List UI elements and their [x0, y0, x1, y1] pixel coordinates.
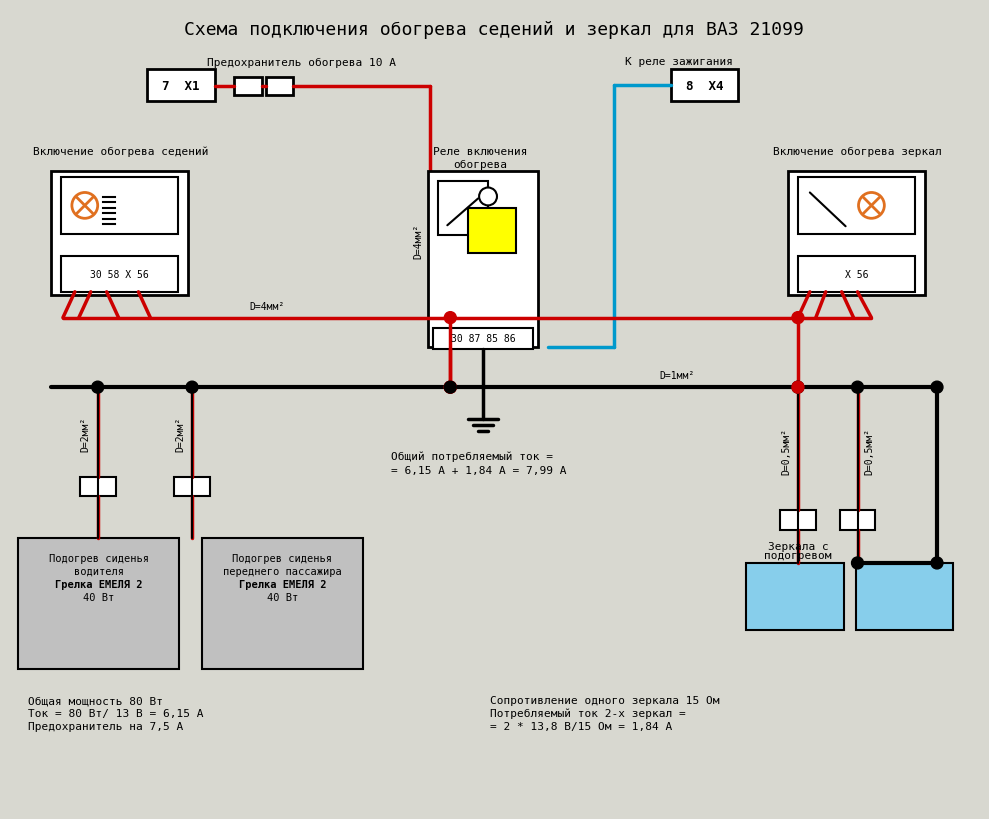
Bar: [468, 209, 516, 254]
Circle shape: [792, 382, 804, 394]
Circle shape: [444, 382, 456, 394]
Bar: [61, 256, 178, 292]
Bar: [747, 563, 844, 631]
Circle shape: [931, 382, 943, 394]
Text: Потребляемый ток 2-х зеркал =: Потребляемый ток 2-х зеркал =: [490, 708, 685, 718]
Text: 30 58 X 56: 30 58 X 56: [90, 269, 149, 279]
Bar: [798, 178, 915, 235]
Text: водителя: водителя: [74, 566, 124, 577]
Circle shape: [792, 312, 804, 324]
Circle shape: [479, 188, 497, 206]
Text: D=4мм²: D=4мм²: [249, 301, 285, 311]
Text: 30 87 85 86: 30 87 85 86: [451, 334, 515, 344]
Text: Общий потребляемый ток =: Общий потребляемый ток =: [391, 451, 553, 462]
Circle shape: [444, 382, 456, 394]
Bar: [266, 78, 294, 96]
Text: Грелка ЕМЕЛЯ 2: Грелка ЕМЕЛЯ 2: [238, 579, 326, 589]
Text: Схема подключения обогрева седений и зеркал для ВАЗ 21099: Схема подключения обогрева седений и зер…: [184, 20, 804, 38]
Circle shape: [852, 557, 863, 569]
Bar: [438, 181, 488, 236]
Text: = 6,15 А + 1,84 А = 7,99 А: = 6,15 А + 1,84 А = 7,99 А: [391, 465, 567, 475]
Text: D=0,5мм²: D=0,5мм²: [864, 428, 874, 475]
Bar: [202, 538, 363, 669]
Text: Сопротивление одного зеркала 15 Ом: Сопротивление одного зеркала 15 Ом: [490, 695, 720, 705]
Bar: [671, 70, 739, 102]
Circle shape: [92, 382, 104, 394]
Circle shape: [852, 382, 863, 394]
Text: D=0,5мм²: D=0,5мм²: [781, 428, 791, 475]
Bar: [433, 328, 533, 350]
Text: = 2 * 13,8 В/15 Ом = 1,84 А: = 2 * 13,8 В/15 Ом = 1,84 А: [490, 721, 673, 731]
Bar: [18, 538, 179, 669]
Text: 40 Вт: 40 Вт: [267, 592, 298, 602]
Bar: [855, 563, 952, 631]
Text: подогревом: подогревом: [764, 550, 832, 560]
Text: 8  X4: 8 X4: [685, 79, 723, 93]
Bar: [147, 70, 215, 102]
Text: Предохранитель на 7,5 А: Предохранитель на 7,5 А: [28, 721, 183, 731]
Text: 7  X1: 7 X1: [162, 79, 200, 93]
Bar: [51, 171, 188, 296]
Bar: [788, 171, 925, 296]
Circle shape: [792, 382, 804, 394]
Bar: [233, 78, 261, 96]
Text: обогрева: обогрева: [453, 160, 507, 170]
Circle shape: [858, 193, 884, 219]
Text: Реле включения: Реле включения: [433, 147, 527, 156]
Circle shape: [444, 382, 456, 394]
Text: X 56: X 56: [845, 269, 868, 279]
Text: D=1мм²: D=1мм²: [659, 371, 694, 381]
Text: Предохранитель обогрева 10 А: Предохранитель обогрева 10 А: [207, 57, 396, 67]
Text: D=2мм²: D=2мм²: [175, 417, 185, 452]
Text: Включение обогрева зеркал: Включение обогрева зеркал: [773, 147, 942, 156]
Text: Подогрев сиденья: Подогрев сиденья: [48, 554, 148, 563]
Bar: [80, 477, 116, 497]
Text: К реле зажигания: К реле зажигания: [625, 57, 733, 67]
Text: D=4мм²: D=4мм²: [413, 224, 423, 259]
Text: 40 Вт: 40 Вт: [83, 592, 115, 602]
Bar: [798, 256, 915, 292]
Circle shape: [72, 193, 98, 219]
Text: Включение обогрева седений: Включение обогрева седений: [33, 147, 209, 157]
Bar: [428, 171, 538, 348]
Text: переднего пассажира: переднего пассажира: [224, 566, 342, 577]
Bar: [840, 511, 875, 531]
Text: Зеркала с: Зеркала с: [767, 541, 829, 551]
Text: Грелка ЕМЕЛЯ 2: Грелка ЕМЕЛЯ 2: [55, 579, 142, 589]
Text: Общая мощность 80 Вт: Общая мощность 80 Вт: [28, 695, 163, 705]
Circle shape: [931, 557, 943, 569]
Bar: [61, 178, 178, 235]
Text: D=2мм²: D=2мм²: [81, 417, 91, 452]
Circle shape: [186, 382, 198, 394]
Text: Ток = 80 Вт/ 13 В = 6,15 А: Ток = 80 Вт/ 13 В = 6,15 А: [28, 708, 204, 718]
Circle shape: [444, 312, 456, 324]
Text: Подогрев сиденья: Подогрев сиденья: [232, 554, 332, 563]
Bar: [174, 477, 210, 497]
Bar: [780, 511, 816, 531]
